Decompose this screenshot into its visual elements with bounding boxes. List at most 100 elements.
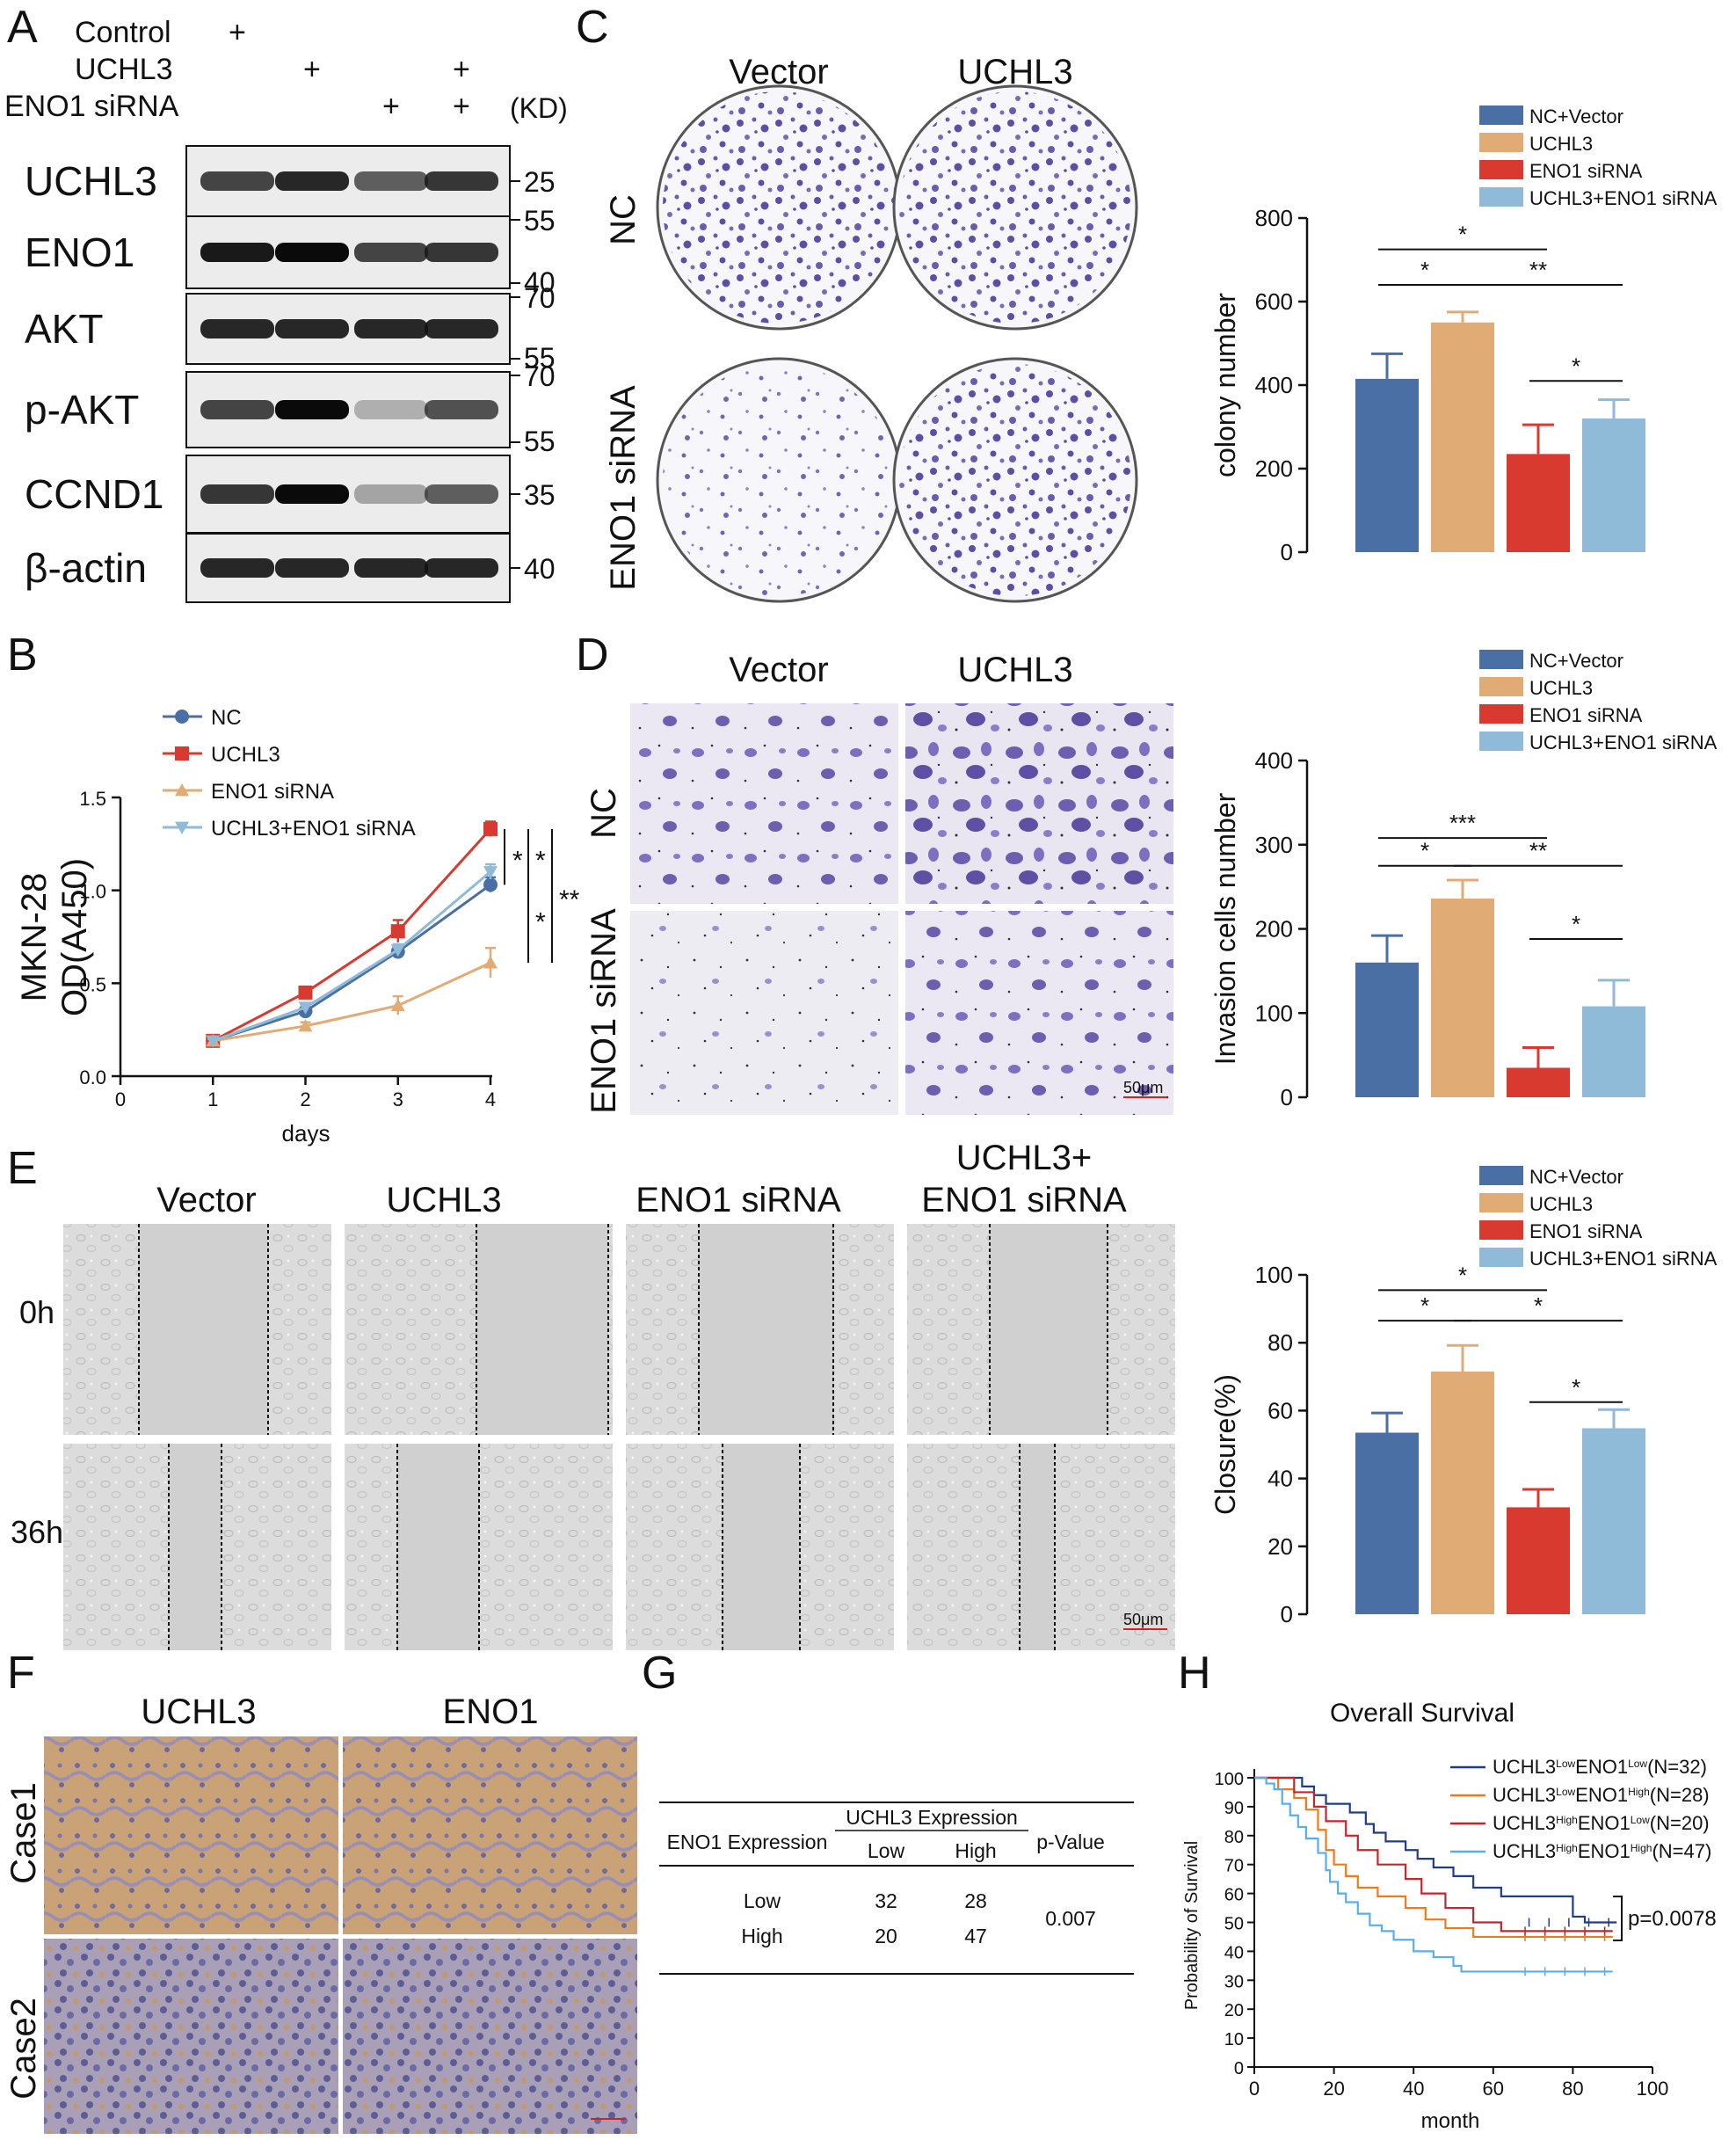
- c-y-tick-label: 0: [1281, 539, 1293, 565]
- e-y-tick-label: 20: [1267, 1533, 1293, 1560]
- legend-label-part: High: [1631, 1842, 1652, 1854]
- legend-label-part: Low: [1628, 1758, 1647, 1770]
- bar-uchl3: [1431, 899, 1494, 1097]
- legend-label: UCHL3: [1529, 1193, 1593, 1215]
- blot-plus-mark: +: [453, 53, 470, 86]
- legend-label-part: ENO1: [1578, 1840, 1631, 1862]
- legend-label-part: UCHL3: [1493, 1812, 1556, 1834]
- blot-condition-label: ENO1 siRNA: [4, 90, 179, 123]
- kd-label: (KD): [510, 92, 568, 124]
- series-line: [212, 870, 491, 1043]
- legend-label: ENO1 siRNA: [1529, 160, 1643, 182]
- blot-band: [354, 171, 428, 191]
- legend-label-part: (N=20): [1650, 1812, 1710, 1834]
- marker-inverted-triangle: [390, 943, 405, 957]
- blot-band: [425, 484, 498, 504]
- table-cell: 32: [875, 1889, 897, 1912]
- marker-circle: [483, 877, 498, 892]
- marker-size: 25: [524, 166, 556, 198]
- h-y-tick-label: 40: [1224, 1943, 1244, 1962]
- table-row-label: High: [741, 1925, 782, 1947]
- invasion-image: [630, 703, 898, 904]
- legend-swatch: [1479, 160, 1523, 179]
- marker-square: [390, 924, 405, 939]
- row-label: 0h: [19, 1294, 54, 1330]
- blot-plus-mark: +: [229, 16, 246, 49]
- h-x-tick-label: 100: [1637, 2078, 1669, 2100]
- panel-label-c: C: [576, 2, 609, 53]
- significance-star: **: [559, 885, 580, 914]
- ihc-images: UCHL3 ENO1 Case1 Case2: [4, 1692, 637, 2134]
- y-axis-label: Invasion cells number: [1209, 792, 1241, 1065]
- c-y-tick-label: 400: [1255, 372, 1293, 398]
- table-header: p-Value: [1036, 1831, 1105, 1853]
- legend-swatch: [1479, 1248, 1523, 1267]
- marker-inverted-triangle: [298, 1001, 313, 1015]
- marker-square: [483, 821, 498, 836]
- blot-band: [354, 400, 428, 419]
- legend-swatch: [1479, 133, 1523, 152]
- marker-size: 40: [524, 266, 556, 298]
- legend-label: NC+Vector: [1529, 1166, 1623, 1188]
- blot-band: [275, 484, 349, 504]
- invasion-image: [630, 911, 898, 1115]
- legend-label: UCHL3HighENO1High(N=47): [1493, 1840, 1711, 1862]
- legend-label-part: (N=47): [1652, 1840, 1711, 1862]
- b-y-tick-label: 0.0: [79, 1066, 106, 1088]
- legend-label: UCHL3+ENO1 siRNA: [211, 817, 416, 841]
- blot-plus-mark: +: [453, 90, 470, 123]
- c-y-tick-label: 200: [1255, 455, 1293, 482]
- b-x-tick-label: 0: [115, 1088, 126, 1110]
- wound-healing-images: Vector UCHL3 ENO1 siRNA UCHL3+ ENO1 siRNA 0h 3…: [11, 1139, 1175, 1650]
- b-y-tick-label: 1.0: [79, 881, 106, 903]
- significance-star: *: [1534, 1292, 1543, 1319]
- h-y-tick-label: 60: [1224, 1886, 1244, 1905]
- wound-gap: [139, 1224, 268, 1435]
- h-y-tick-label: 30: [1224, 1972, 1244, 1991]
- invasion-bar-chart: NC+Vector UCHL3 ENO1 siRNA UCHL3+ENO1 siRNA…: [1209, 650, 1718, 1110]
- legend-label: NC+Vector: [1529, 106, 1623, 127]
- ihc-image: [343, 1939, 637, 2134]
- legend-label-part: Low: [1556, 1758, 1575, 1770]
- h-y-tick-label: 90: [1224, 1799, 1244, 1818]
- significance-star: **: [1529, 257, 1547, 283]
- blot-band: [425, 400, 498, 419]
- pvalue-bracket: [1613, 1896, 1623, 1941]
- marker-square: [298, 985, 313, 1000]
- legend-swatch: [1479, 732, 1523, 751]
- c-y-tick-label: 800: [1255, 205, 1293, 231]
- significance-star: **: [1529, 838, 1547, 864]
- e-y-tick-label: 100: [1255, 1262, 1293, 1288]
- invasion-image: [905, 911, 1173, 1115]
- table-row-label: Low: [744, 1889, 781, 1912]
- marker-size: 55: [524, 426, 556, 457]
- d-y-tick-label: 100: [1255, 1000, 1293, 1026]
- bar-uchl3-eno1-sirna: [1582, 1428, 1645, 1614]
- row-label: Case1: [4, 1782, 43, 1884]
- h-y-tick-label: 100: [1215, 1770, 1244, 1789]
- h-y-tick-label: 20: [1224, 2001, 1244, 2020]
- bar-eno1-sirna: [1507, 454, 1570, 552]
- blot-band: [275, 171, 349, 191]
- blot-band: [275, 400, 349, 419]
- blot-row-label: AKT: [25, 306, 103, 352]
- legend-swatch: [1479, 1166, 1523, 1185]
- marker-inverted-triangle: [175, 821, 189, 834]
- km-curve: [1254, 1776, 1613, 1973]
- wound-gap: [169, 1444, 222, 1650]
- bar-eno1-sirna: [1507, 1067, 1570, 1097]
- column-label: UCHL3+: [956, 1139, 1093, 1177]
- table-cell: 20: [875, 1925, 897, 1947]
- legend-label: ENO1 siRNA: [211, 780, 334, 804]
- row-label: NC: [604, 194, 643, 245]
- blot-row-label: p-AKT: [25, 387, 139, 433]
- row-label: NC: [585, 788, 623, 839]
- table-cell: 47: [964, 1925, 987, 1947]
- table-subheader: High: [955, 1839, 996, 1862]
- e-y-tick-label: 40: [1267, 1466, 1293, 1492]
- bar-uchl3-eno1-sirna: [1582, 1006, 1645, 1097]
- series-line: [212, 884, 491, 1043]
- blot-band: [354, 243, 428, 262]
- blot-band: [275, 319, 349, 338]
